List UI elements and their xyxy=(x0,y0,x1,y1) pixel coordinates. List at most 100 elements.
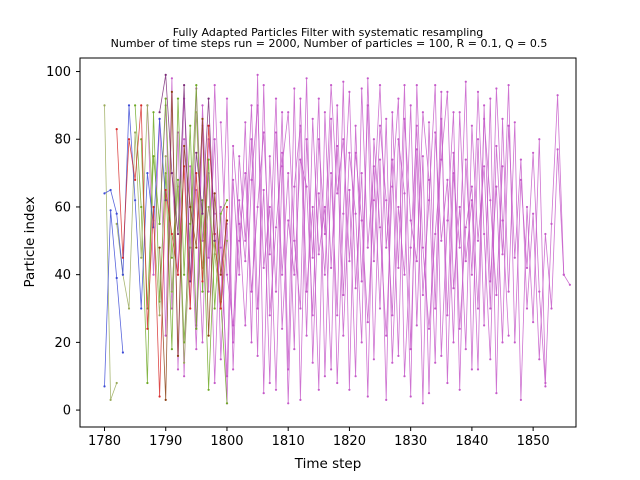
data-point xyxy=(219,358,222,361)
data-point xyxy=(476,239,480,242)
data-point xyxy=(195,84,198,87)
data-point xyxy=(201,280,204,283)
data-point xyxy=(464,260,467,263)
data-point xyxy=(476,90,480,93)
series-line xyxy=(171,78,546,397)
x-tick-label: 1790 xyxy=(149,434,182,449)
data-point xyxy=(238,199,241,202)
data-point xyxy=(244,239,247,242)
data-point xyxy=(317,138,320,141)
data-point xyxy=(446,178,449,181)
data-point xyxy=(158,222,161,225)
data-point xyxy=(483,104,486,107)
data-point xyxy=(403,375,406,378)
data-point xyxy=(458,388,461,391)
data-point xyxy=(519,398,523,401)
data-point xyxy=(195,327,198,330)
data-point xyxy=(323,205,326,209)
data-point xyxy=(176,97,180,100)
data-point xyxy=(170,90,173,93)
data-point xyxy=(109,209,112,212)
data-point xyxy=(189,307,192,310)
data-point xyxy=(250,178,253,181)
data-point xyxy=(434,232,437,236)
x-axis-label: Time step xyxy=(294,456,362,472)
data-point xyxy=(152,155,155,158)
data-point xyxy=(225,375,229,378)
data-point xyxy=(427,178,431,181)
data-point xyxy=(397,354,400,357)
data-point xyxy=(476,138,480,141)
data-point xyxy=(501,253,504,256)
data-point xyxy=(550,307,553,310)
data-point xyxy=(330,368,333,371)
data-point xyxy=(274,290,278,293)
data-point xyxy=(311,117,314,120)
data-point xyxy=(483,232,486,236)
data-point xyxy=(305,334,308,337)
data-point xyxy=(127,104,131,107)
data-point xyxy=(213,192,216,195)
data-point xyxy=(213,307,216,310)
data-point xyxy=(360,219,363,222)
data-point xyxy=(360,87,363,90)
series-2 xyxy=(170,77,547,398)
y-tick-label: 100 xyxy=(46,65,71,80)
data-point xyxy=(250,104,253,107)
data-point xyxy=(238,239,241,242)
data-point xyxy=(268,205,271,209)
data-point xyxy=(476,307,480,310)
data-point xyxy=(495,293,498,297)
data-point xyxy=(213,381,216,385)
series-12 xyxy=(158,90,229,401)
data-point xyxy=(556,148,559,151)
data-point xyxy=(164,73,167,76)
data-point xyxy=(140,104,143,107)
data-point xyxy=(330,117,333,120)
data-point xyxy=(323,232,326,236)
data-point xyxy=(470,124,473,127)
data-point xyxy=(158,111,161,114)
data-point xyxy=(525,307,529,310)
data-point xyxy=(391,158,394,161)
data-point xyxy=(158,314,161,317)
data-point xyxy=(440,117,443,120)
data-point xyxy=(207,334,210,337)
data-point xyxy=(354,287,357,290)
data-point xyxy=(244,260,247,263)
x-tick-label: 1850 xyxy=(517,434,550,449)
data-point xyxy=(562,273,565,276)
data-point xyxy=(348,151,351,154)
data-point xyxy=(281,327,284,330)
data-point xyxy=(409,246,412,249)
data-point xyxy=(281,151,284,154)
data-point xyxy=(464,158,467,161)
data-point xyxy=(225,205,229,209)
data-point xyxy=(452,111,455,114)
data-point xyxy=(446,90,449,93)
data-point xyxy=(244,121,247,124)
data-point xyxy=(109,398,112,401)
data-point xyxy=(262,188,265,192)
data-point xyxy=(317,97,320,100)
data-point xyxy=(219,121,222,124)
data-point xyxy=(170,77,173,80)
data-point xyxy=(103,104,106,107)
data-point xyxy=(446,314,449,317)
data-point xyxy=(501,117,504,120)
data-point xyxy=(489,199,492,202)
data-point xyxy=(115,222,118,225)
data-point xyxy=(164,188,167,192)
data-point xyxy=(115,381,118,385)
data-point xyxy=(532,212,535,215)
data-point xyxy=(323,111,326,114)
data-point xyxy=(354,212,357,215)
data-point xyxy=(164,155,167,158)
data-point xyxy=(311,256,314,259)
data-point xyxy=(446,219,449,222)
data-point xyxy=(464,80,467,83)
data-point xyxy=(385,334,388,337)
data-point xyxy=(372,199,375,202)
data-point xyxy=(189,280,192,283)
data-point xyxy=(207,97,210,100)
